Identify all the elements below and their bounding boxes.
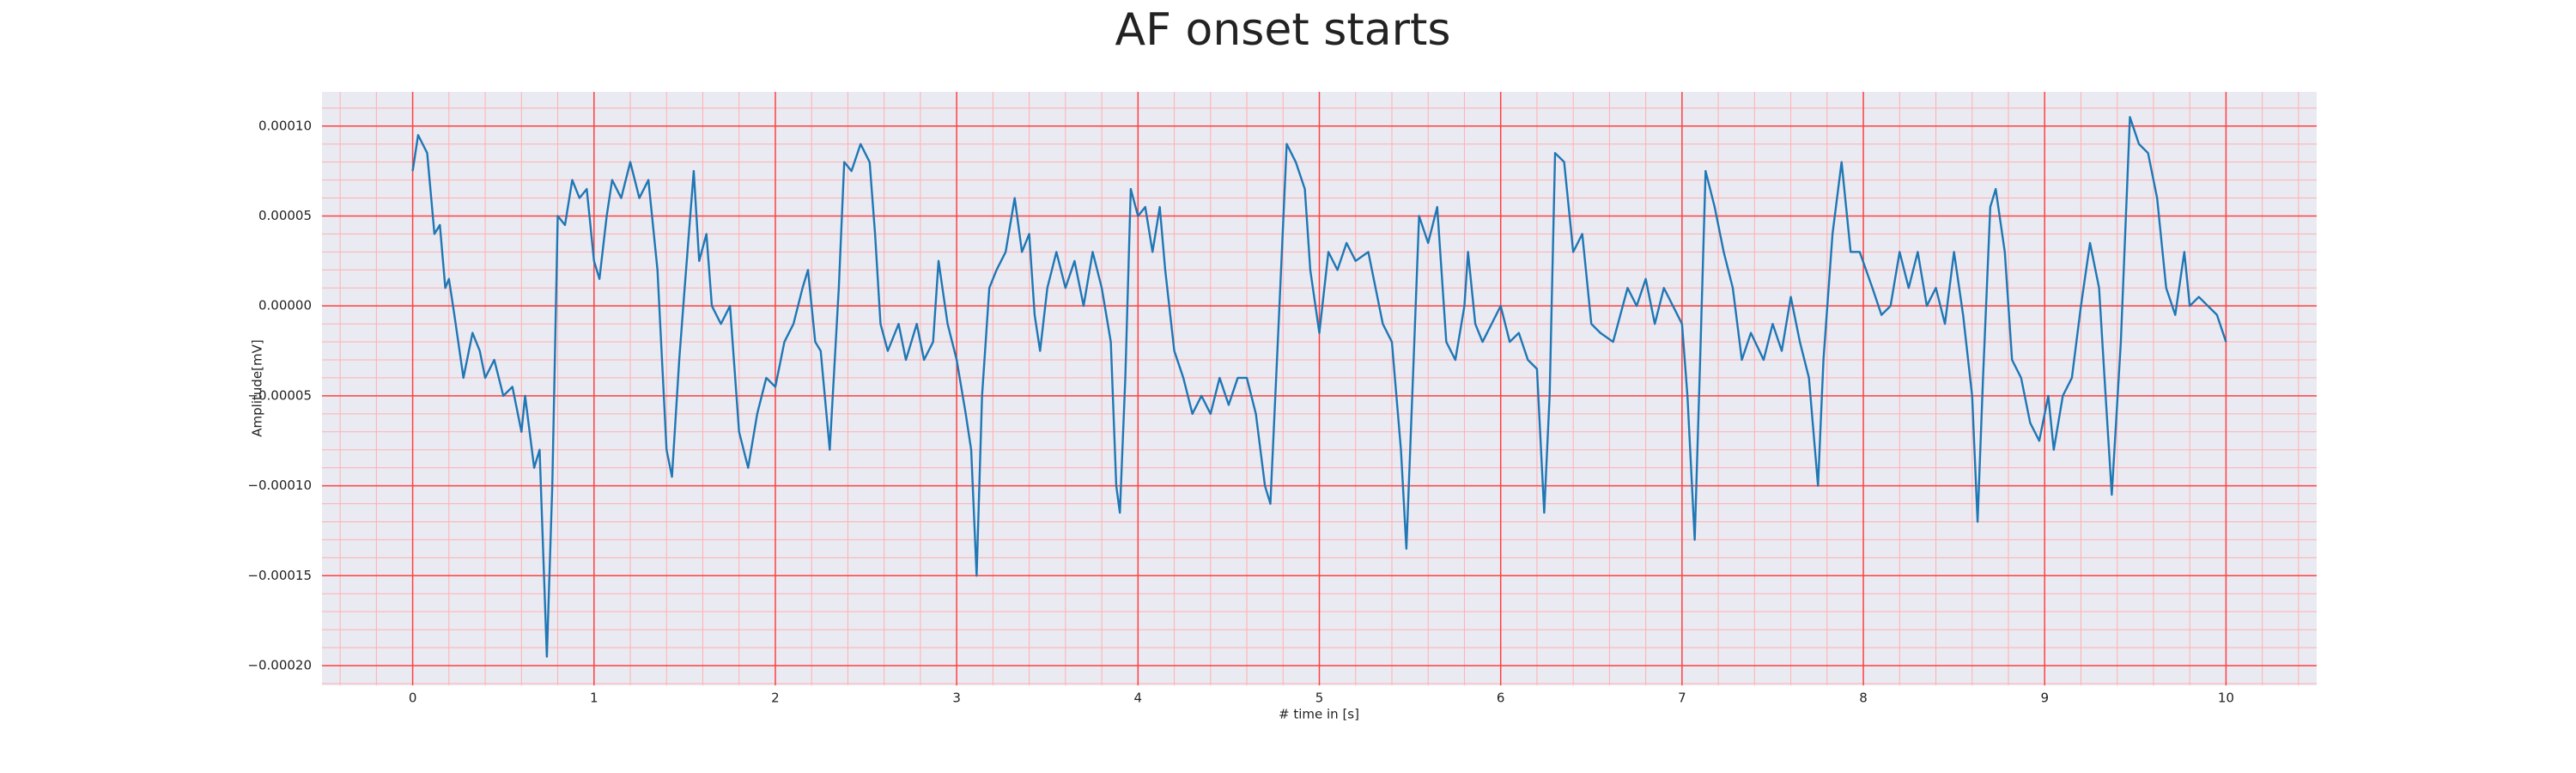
y-tick-label: −0.00010 [247,478,312,493]
chart-title: AF onset starts [1115,4,1451,56]
x-tick-label: 2 [771,691,780,706]
y-tick-label: −0.00005 [247,387,312,403]
x-tick-label: 8 [1859,691,1868,706]
y-tick-label: −0.00015 [247,568,312,583]
x-tick-label: 1 [590,691,598,706]
x-tick-label: 9 [2040,691,2049,706]
x-tick-label: 3 [952,691,961,706]
x-tick-label: 4 [1134,691,1143,706]
x-axis-label: # time in [s] [1279,707,1359,722]
x-tick-label: 5 [1315,691,1324,706]
x-tick-label: 0 [409,691,417,706]
y-tick-label: 0.00000 [258,298,312,313]
x-tick-label: 10 [2218,691,2234,706]
x-tick-label: 7 [1678,691,1686,706]
x-tick-label: 6 [1497,691,1505,706]
signal-line [411,116,2227,658]
y-axis-label: Amplitude[mV] [250,339,265,436]
y-tick-label: 0.00010 [258,118,312,133]
y-tick-label: 0.00005 [258,208,312,223]
y-tick-label: −0.00020 [247,657,312,673]
